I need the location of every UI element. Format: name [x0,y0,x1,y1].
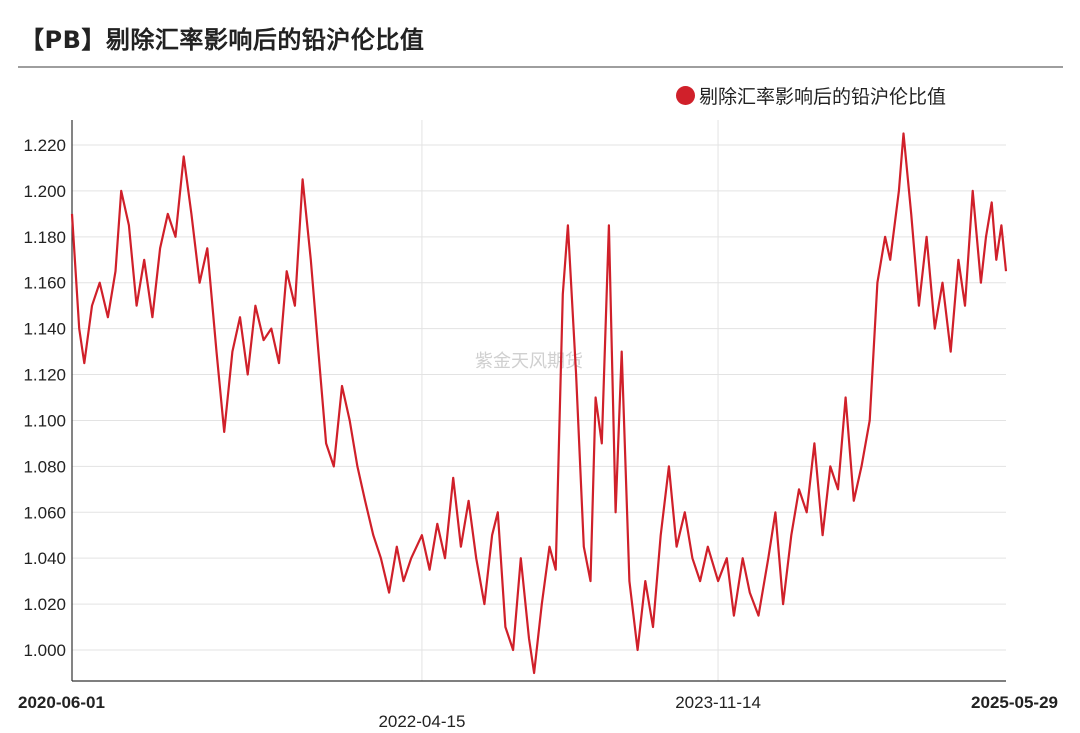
x-tick-label: 2025-05-29 [971,693,1058,712]
x-tick-label: 2023-11-14 [675,693,761,712]
legend-label: 剔除汇率影响后的铅沪伦比值 [699,86,947,108]
y-tick-label: 1.140 [23,320,66,339]
y-tick-label: 1.200 [23,182,66,201]
y-tick-label: 1.080 [23,457,66,476]
legend-marker-icon [676,86,695,105]
chart-title: 【PB】剔除汇率影响后的铅沪伦比值 [20,26,425,54]
y-tick-label: 1.000 [23,641,66,660]
title-divider [18,66,1063,68]
legend[interactable]: 剔除汇率影响后的铅沪伦比值 [676,82,946,109]
x-tick-label: 2020-06-01 [18,693,105,712]
y-tick-label: 1.160 [23,274,66,293]
series-line [70,132,1008,675]
y-tick-label: 1.040 [23,549,66,568]
y-tick-label: 1.020 [23,595,66,614]
y-tick-label: 1.220 [23,136,66,155]
y-tick-label: 1.180 [23,228,66,247]
y-tick-label: 1.060 [23,503,66,522]
watermark: 紫金天风期货 [475,351,583,372]
y-tick-label: 1.100 [23,411,66,430]
y-tick-label: 1.120 [23,366,66,385]
x-tick-label: 2022-04-15 [378,712,465,731]
